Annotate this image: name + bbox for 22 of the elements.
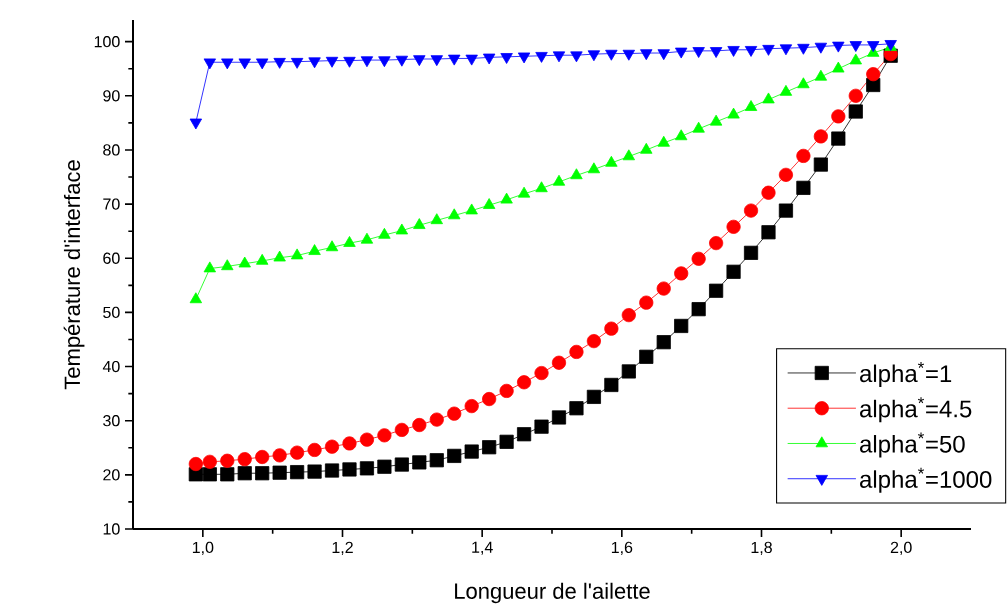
x-tick-label: 1,4 [472, 541, 493, 555]
x-tick-label: 2,0 [890, 541, 912, 555]
x-tick-label: 1,6 [611, 541, 633, 555]
legend-label: alpha$^{*}$=4.5 [860, 397, 972, 423]
legend-label: alpha$^{*}$=1000 [860, 467, 992, 493]
x-tick-label: 1,2 [332, 541, 353, 555]
y-tick-label: 70 [103, 198, 120, 210]
x-tick-label: 1,8 [751, 541, 772, 555]
y-tick-label: 90 [103, 90, 120, 102]
y-axis-title: Température d'interface [63, 160, 85, 390]
y-tick-label: 60 [103, 252, 120, 264]
y-tick-label: 100 [94, 36, 120, 48]
y-tick-label: 40 [102, 360, 120, 373]
y-tick-label: 10 [103, 523, 120, 535]
y-tick-label: 20 [103, 469, 120, 481]
legend-label: alpha$^{*}$=50 [860, 432, 965, 458]
x-tick-label: 1,0 [192, 541, 214, 555]
y-tick-label: 80 [103, 144, 120, 156]
y-tick-label: 50 [103, 306, 120, 319]
legend-label: alpha$^{*}$=1 [860, 362, 952, 387]
y-tick-label: 30 [103, 415, 120, 427]
x-axis-title: Longueur de l'ailette [455, 582, 650, 604]
